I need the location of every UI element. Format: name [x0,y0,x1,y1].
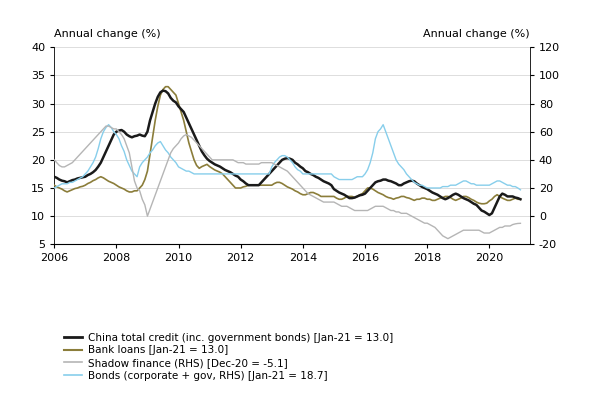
Legend: China total credit (inc. government bonds) [Jan-21 = 13.0], Bank loans [Jan-21 =: China total credit (inc. government bond… [60,329,397,385]
Text: Annual change (%): Annual change (%) [423,30,530,39]
Text: Annual change (%): Annual change (%) [54,30,161,39]
